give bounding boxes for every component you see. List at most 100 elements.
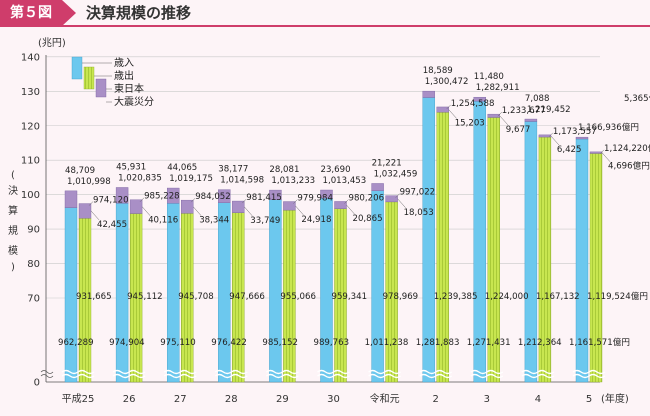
legend-label: 東日本 (114, 82, 144, 95)
expenditure-ordinary-label: 955,066 (280, 292, 316, 302)
label-leader (88, 201, 94, 206)
expenditure-disaster-label: 24,918 (301, 215, 331, 225)
expenditure-total-label: 981,415 (246, 193, 282, 203)
revenue-disaster-label: 44,065 (167, 163, 197, 173)
expenditure-total-label: 984,052 (195, 192, 231, 202)
expenditure-disaster-segment (589, 151, 603, 154)
expenditure-disaster-segment (436, 106, 449, 113)
y-label-char: 決 (8, 185, 18, 197)
revenue-ordinary-label: 1,212,364 (518, 338, 562, 348)
revenue-disaster-segment (64, 190, 78, 208)
revenue-disaster-label: 11,480 (474, 72, 504, 82)
x-axis-ticks: 平成25 26 27 28 29 30 令和元 2 3 4 5 (62, 392, 593, 405)
legend-label: 歳出 (114, 69, 134, 82)
x-tick-label: 28 (225, 394, 238, 405)
bar-break-mark (163, 369, 197, 379)
revenue-disaster-label: 7,088 (525, 94, 550, 104)
revenue-disaster-label: 18,589 (423, 66, 453, 76)
header-divider (0, 25, 650, 27)
y-tick-label: 100 (21, 190, 40, 201)
expenditure-ordinary-label: 1,167,132 (536, 292, 580, 302)
expenditure-disaster-label: 38,344 (199, 216, 229, 226)
revenue-disaster-segment (115, 187, 129, 204)
y-axis-unit: (兆円) (38, 37, 66, 49)
label-leader (242, 198, 247, 204)
y-axis-break-mark (40, 370, 54, 378)
x-tick-label: 4 (535, 394, 541, 405)
expenditure-disaster-label: 4,696億円 (608, 160, 650, 172)
x-tick-label: 5 (586, 394, 592, 405)
x-tick-label: 3 (484, 394, 490, 405)
y-tick-label: 70 (27, 294, 40, 305)
y-tick-label: 90 (27, 225, 40, 236)
revenue-bar (269, 199, 282, 383)
label-leader (244, 206, 253, 217)
revenue-ordinary-label: 989,763 (314, 338, 350, 348)
expenditure-total-label: 979,984 (297, 194, 333, 204)
revenue-total-label: 1,219,452 (527, 105, 571, 115)
revenue-ordinary-label: 1,271,431 (467, 338, 511, 348)
revenue-disaster-label: 45,931 (116, 162, 146, 172)
revenue-ordinary-label: 1,011,238 (365, 338, 409, 348)
bars (61, 90, 606, 383)
expenditure-ordinary-label: 959,341 (332, 292, 368, 302)
revenue-disaster-segment (524, 118, 538, 122)
revenue-disaster-label: 5,365億円 (624, 92, 650, 104)
x-tick-label: 令和元 (370, 392, 400, 405)
expenditure-total-label: 1,173,557 (553, 127, 597, 137)
revenue-disaster-label: 48,709 (65, 166, 95, 176)
expenditure-ordinary-label: 978,969 (383, 292, 419, 302)
expenditure-disaster-segment (334, 201, 347, 209)
legend-label: 歳入 (114, 57, 134, 69)
label-leader (395, 193, 400, 198)
bar-break-mark (419, 369, 453, 379)
revenue-disaster-label: 21,221 (372, 158, 402, 168)
expenditure-disaster-label: 9,677 (506, 125, 531, 135)
revenue-ordinary-label: 1,161,571億円 (569, 336, 630, 348)
expenditure-ordinary-label: 947,666 (229, 292, 265, 302)
y-tick-label: 110 (21, 156, 40, 167)
revenue-disaster-segment (269, 189, 282, 200)
page-title: 決算規模の推移 (86, 4, 192, 22)
expenditure-disaster-label: 20,865 (353, 214, 383, 224)
label-leader (448, 109, 457, 119)
legend-expenditure-swatch (83, 66, 95, 90)
bar-break-mark (214, 369, 248, 379)
bar-break-mark (572, 369, 606, 379)
x-tick-label: 30 (327, 394, 340, 405)
revenue-ordinary-label: 975,110 (160, 338, 196, 348)
expenditure-disaster-segment (129, 199, 143, 214)
revenue-total-label: 1,300,472 (425, 77, 469, 87)
chart-area: 0 70 80 90 100 110 120 130 140 (兆円) (決算規模) 平成25 2… (8, 37, 650, 405)
revenue-disaster-segment (320, 189, 333, 199)
revenue-bar (320, 197, 333, 383)
legend-disaster-swatch (95, 78, 107, 98)
label-leader (141, 206, 151, 216)
legend-label: 大震災分 (114, 95, 154, 108)
x-tick-label: 29 (276, 394, 289, 405)
revenue-total-label: 1,032,459 (374, 169, 418, 179)
revenue-total-label: 1,013,233 (271, 176, 315, 186)
expenditure-disaster-label: 33,749 (250, 216, 280, 226)
revenue-disaster-segment (575, 136, 589, 140)
label-leader (550, 135, 560, 146)
bar-break-mark (368, 369, 402, 379)
revenue-disaster-label: 38,177 (218, 165, 248, 175)
y-tick-label: 0 (34, 378, 40, 389)
x-tick-label: 平成25 (62, 393, 95, 405)
expenditure-total-label: 997,022 (400, 188, 436, 198)
expenditure-total-label: 1,254,588 (451, 99, 495, 109)
expenditure-ordinary-label: 931,665 (76, 292, 112, 302)
expenditure-disaster-segment (283, 201, 296, 211)
y-label-char: 算 (8, 204, 18, 217)
x-tick-label: 27 (174, 394, 187, 405)
label-leader (397, 198, 406, 208)
revenue-ordinary-label: 1,281,883 (416, 338, 460, 348)
revenue-ordinary-label: 974,904 (109, 338, 145, 348)
bar-break-mark (317, 369, 350, 379)
expenditure-disaster-label: 15,203 (455, 119, 485, 129)
y-label-char: ) (11, 262, 15, 273)
expenditure-ordinary-label: 1,239,385 (434, 292, 478, 302)
figure-number-badge: 第５図 (0, 0, 62, 26)
revenue-ordinary-label: 976,422 (211, 338, 247, 348)
